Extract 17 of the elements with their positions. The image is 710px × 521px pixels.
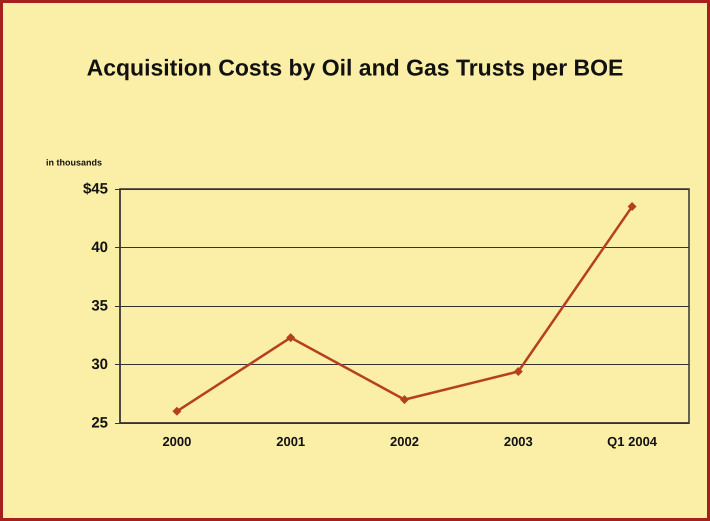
y-tick-label: 40	[91, 239, 108, 256]
x-tick-label: 2003	[504, 434, 533, 449]
x-tick-label: Q1 2004	[607, 434, 658, 449]
point	[286, 333, 296, 342]
y-tick-label: 25	[91, 414, 108, 432]
y-tick-label: 35	[91, 298, 108, 314]
point	[628, 202, 637, 212]
point	[514, 367, 523, 376]
y-axis-title: in thousands	[46, 158, 102, 168]
y-tick-label: 30	[91, 356, 108, 373]
point	[400, 395, 409, 404]
chart-title: Acquisition Costs by Oil and Gas Trusts per BOE	[86, 54, 624, 80]
x-tick-label: 2001	[276, 434, 306, 449]
x-tick-label: 2000	[162, 434, 192, 449]
point	[172, 406, 182, 416]
x-tick-label: 2002	[390, 434, 419, 449]
y-tick-label: $45	[82, 180, 108, 198]
